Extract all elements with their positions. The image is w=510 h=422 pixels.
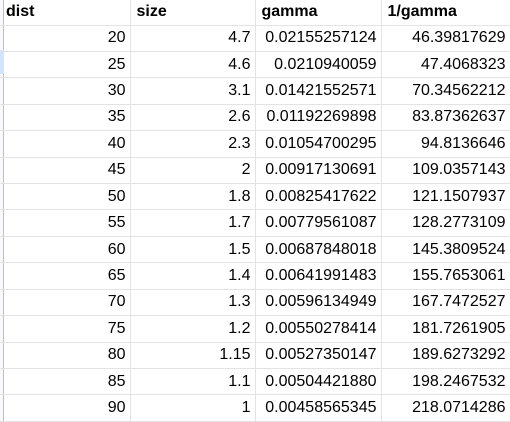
cell-inv-gamma[interactable]: 145.3809524: [381, 236, 510, 264]
cell-size[interactable]: 1: [130, 394, 256, 422]
cell-size[interactable]: 3.1: [130, 77, 256, 105]
header-cell-inv-gamma[interactable]: 1/gamma: [381, 0, 510, 26]
cell-inv-gamma[interactable]: 128.2773109: [381, 209, 510, 237]
table-row: 55 1.7 0.00779561087 128.2773109: [0, 209, 510, 237]
cell-dist[interactable]: 55: [0, 209, 131, 237]
cell-gamma[interactable]: 0.01192269898: [255, 104, 382, 132]
cell-inv-gamma[interactable]: 109.0357143: [381, 157, 510, 185]
cell-size[interactable]: 1.5: [130, 236, 256, 264]
cell-dist[interactable]: 25: [0, 51, 131, 79]
cell-dist[interactable]: 45: [0, 157, 131, 185]
cell-size[interactable]: 1.4: [130, 262, 256, 290]
cell-size[interactable]: 4.6: [130, 51, 256, 79]
cell-size[interactable]: 2.6: [130, 104, 256, 132]
table-row: 75 1.2 0.00550278414 181.7261905: [0, 315, 510, 343]
cell-inv-gamma[interactable]: 94.8136646: [381, 130, 510, 158]
cell-dist[interactable]: 75: [0, 315, 131, 343]
cell-gamma[interactable]: 0.00458565345: [255, 394, 382, 422]
cell-dist[interactable]: 30: [0, 77, 131, 105]
table-row: 45 2 0.00917130691 109.0357143: [0, 157, 510, 185]
cell-dist[interactable]: 90: [0, 394, 131, 422]
cell-gamma[interactable]: 0.00917130691: [255, 157, 382, 185]
table-row: 65 1.4 0.00641991483 155.7653061: [0, 262, 510, 290]
cell-inv-gamma[interactable]: 155.7653061: [381, 262, 510, 290]
cell-inv-gamma[interactable]: 218.0714286: [381, 394, 510, 422]
cell-size[interactable]: 1.15: [130, 342, 256, 369]
cell-size[interactable]: 1.1: [130, 368, 256, 396]
cell-gamma[interactable]: 0.0210940059: [255, 51, 382, 79]
table-row: 85 1.1 0.00504421880 198.2467532: [0, 368, 510, 396]
header-cell-gamma[interactable]: gamma: [255, 0, 382, 26]
table-row: 50 1.8 0.00825417622 121.1507937: [0, 183, 510, 211]
cell-gamma[interactable]: 0.00527350147: [255, 342, 382, 369]
header-cell-size[interactable]: size: [130, 0, 256, 26]
header-row: dist size gamma 1/gamma: [0, 0, 510, 26]
table-body: 20 4.7 0.02155257124 46.39817629 25 4.6 0.0210…: [0, 25, 510, 422]
cell-gamma[interactable]: 0.00504421880: [255, 368, 382, 396]
cell-gamma[interactable]: 0.00825417622: [255, 183, 382, 211]
table-row: 60 1.5 0.00687848018 145.3809524: [0, 236, 510, 264]
cell-inv-gamma[interactable]: 121.1507937: [381, 183, 510, 211]
cell-size[interactable]: 1.2: [130, 315, 256, 343]
cell-size[interactable]: 1.8: [130, 183, 256, 211]
cell-gamma[interactable]: 0.02155257124: [255, 25, 382, 52]
cell-gamma[interactable]: 0.01421552571: [255, 77, 382, 105]
cell-size[interactable]: 2: [130, 157, 256, 185]
cell-inv-gamma[interactable]: 181.7261905: [381, 315, 510, 343]
table-row: 70 1.3 0.00596134949 167.7472527: [0, 289, 510, 317]
header-cell-dist[interactable]: dist: [0, 0, 131, 26]
cell-size[interactable]: 2.3: [130, 130, 256, 158]
cell-inv-gamma[interactable]: 198.2467532: [381, 368, 510, 396]
cell-gamma[interactable]: 0.00779561087: [255, 209, 382, 237]
cell-gamma[interactable]: 0.01054700295: [255, 130, 382, 158]
cell-dist[interactable]: 65: [0, 262, 131, 290]
cell-size[interactable]: 1.7: [130, 209, 256, 237]
cell-gamma[interactable]: 0.00687848018: [255, 236, 382, 264]
cell-size[interactable]: 4.7: [130, 25, 256, 52]
cell-dist[interactable]: 50: [0, 183, 131, 211]
cell-dist[interactable]: 20: [0, 25, 131, 52]
cell-dist[interactable]: 70: [0, 289, 131, 317]
cell-dist[interactable]: 40: [0, 130, 131, 158]
table-row: 90 1 0.00458565345 218.0714286: [0, 394, 510, 422]
cell-gamma[interactable]: 0.00550278414: [255, 315, 382, 343]
cell-dist[interactable]: 60: [0, 236, 131, 264]
cell-inv-gamma[interactable]: 189.6273292: [381, 342, 510, 369]
cell-size[interactable]: 1.3: [130, 289, 256, 317]
table-row: 80 1.15 0.00527350147 189.6273292: [0, 342, 510, 369]
table-row: 25 4.6 0.0210940059 47.4068323: [0, 51, 510, 79]
cell-gamma[interactable]: 0.00596134949: [255, 289, 382, 317]
table-row: 30 3.1 0.01421552571 70.34562212: [0, 77, 510, 105]
table-row: 35 2.6 0.01192269898 83.87362637: [0, 104, 510, 132]
table-row: 20 4.7 0.02155257124 46.39817629: [0, 25, 510, 52]
cell-inv-gamma[interactable]: 167.7472527: [381, 289, 510, 317]
cell-inv-gamma[interactable]: 46.39817629: [381, 25, 510, 52]
cell-dist[interactable]: 35: [0, 104, 131, 132]
cell-dist[interactable]: 80: [0, 342, 131, 369]
cell-dist[interactable]: 85: [0, 368, 131, 396]
cell-inv-gamma[interactable]: 83.87362637: [381, 104, 510, 132]
table-row: 40 2.3 0.01054700295 94.8136646: [0, 130, 510, 158]
cell-gamma[interactable]: 0.00641991483: [255, 262, 382, 290]
cell-inv-gamma[interactable]: 47.4068323: [381, 51, 510, 79]
cell-inv-gamma[interactable]: 70.34562212: [381, 77, 510, 105]
